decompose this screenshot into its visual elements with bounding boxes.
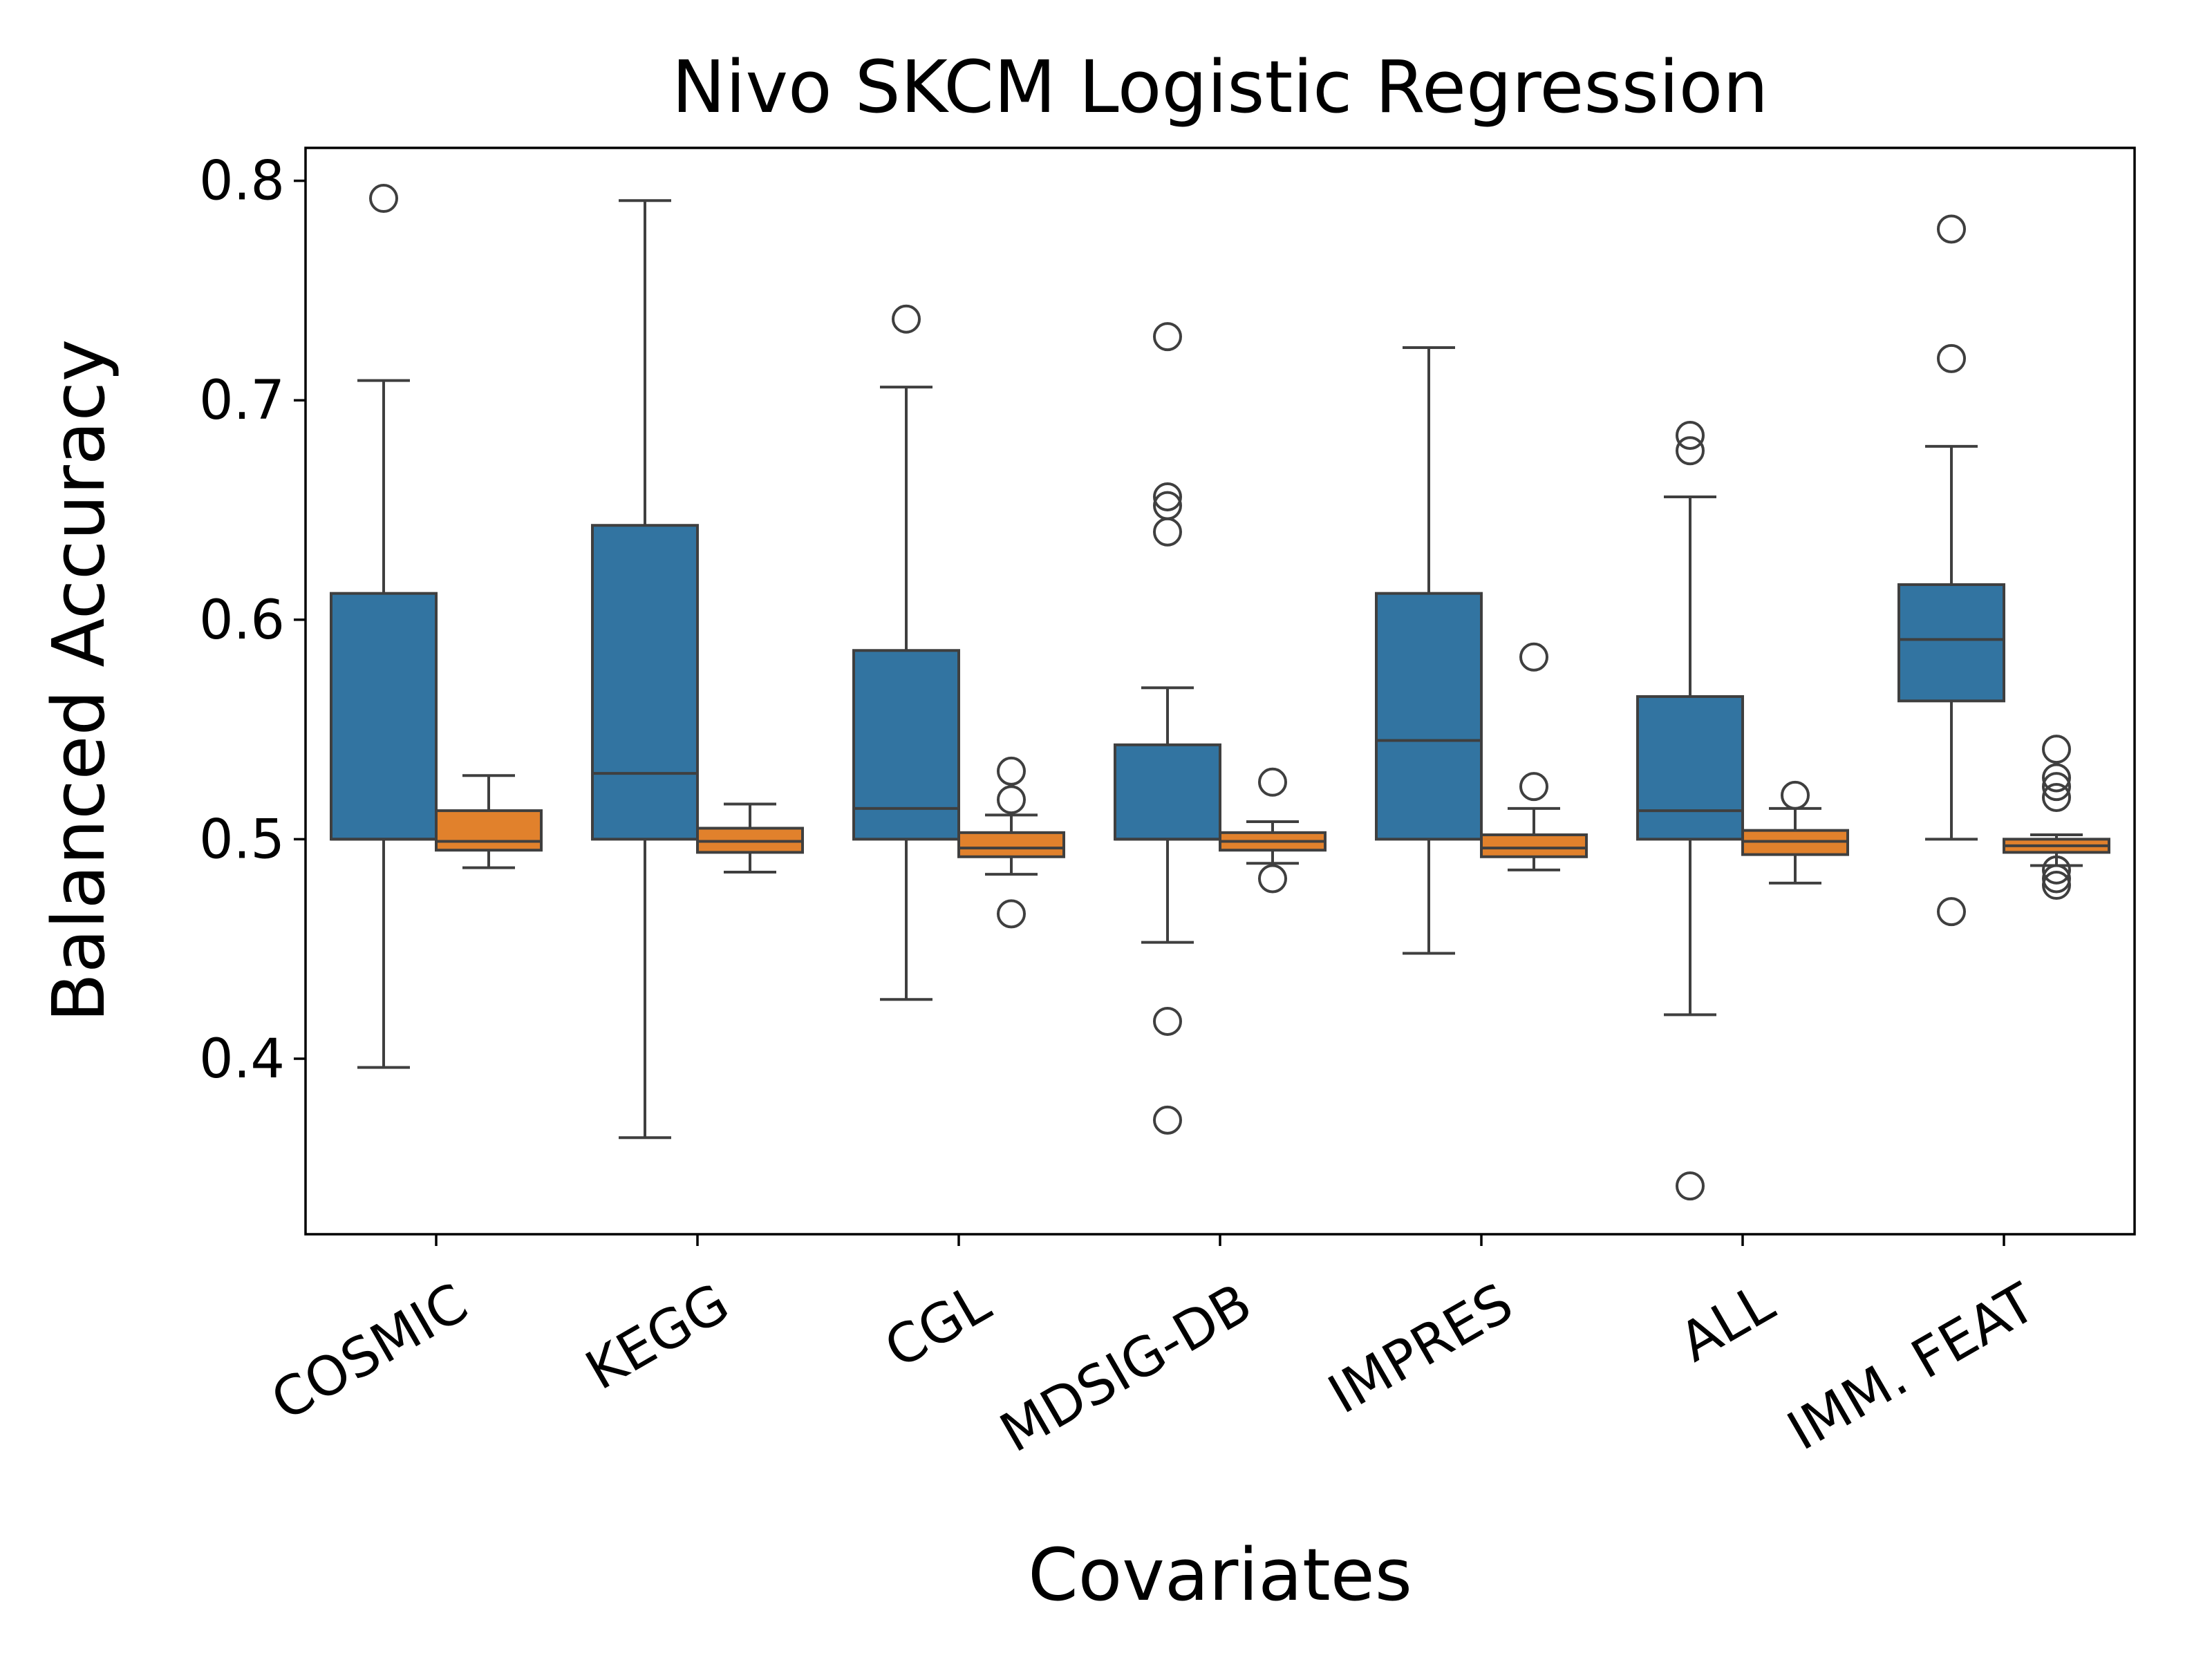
outlier-point (892, 304, 921, 334)
x-tick-label: IMPRES (1318, 1272, 1523, 1426)
box-0-6 (1897, 214, 2005, 927)
box-iqr (1480, 833, 1588, 858)
y-tick-label: 0.4 (199, 1028, 285, 1090)
outlier-point (1937, 214, 1966, 244)
boxes-layer (330, 184, 2110, 1201)
outlier-point (1153, 482, 1182, 511)
outlier-point (1258, 767, 1287, 797)
box-1-3 (1219, 767, 1327, 894)
x-tick-label: COSMIC (261, 1272, 478, 1433)
outlier-point (1258, 864, 1287, 894)
box-iqr (957, 831, 1065, 858)
outlier-point (1519, 772, 1548, 802)
box-iqr (1897, 583, 2005, 703)
box-0-2 (852, 304, 960, 1001)
y-tick-label: 0.8 (199, 151, 285, 213)
box-iqr (852, 649, 960, 841)
box-1-1 (696, 802, 804, 874)
box-iqr (1636, 695, 1744, 841)
box-1-0 (435, 774, 543, 869)
x-tick-label: ALL (1669, 1272, 1785, 1374)
outlier-point (2042, 871, 2071, 900)
box-iqr (330, 592, 438, 841)
outlier-point (997, 785, 1026, 815)
x-tick-label: KEGG (576, 1272, 740, 1403)
outlier-point (1676, 436, 1705, 466)
box-iqr (1114, 743, 1221, 841)
box-1-4 (1480, 642, 1588, 871)
outlier-point (2042, 864, 2071, 894)
box-iqr (1375, 592, 1483, 841)
x-axis-label: Covariates (1028, 1533, 1412, 1617)
box-iqr (591, 524, 699, 841)
box-0-5 (1636, 421, 1744, 1201)
box-0-1 (591, 199, 699, 1140)
y-tick-label: 0.5 (199, 809, 285, 871)
x-tick-label: CGL (875, 1272, 1002, 1380)
y-axis-label: Balanced Accuracy (37, 339, 121, 1023)
y-tick-label: 0.7 (199, 370, 285, 432)
outlier-point (2042, 735, 2071, 764)
box-0-4 (1375, 346, 1483, 955)
chart-title: Nivo SKCM Logistic Regression (672, 45, 1768, 129)
box-iqr (435, 809, 543, 852)
outlier-point (1153, 517, 1182, 547)
outlier-point (1153, 1006, 1182, 1036)
x-tick-label: IMM. FEAT (1777, 1272, 2045, 1462)
outlier-point (2042, 855, 2071, 885)
outlier-point (1676, 421, 1705, 451)
outlier-point (1937, 897, 1966, 927)
outlier-point (2042, 763, 2071, 793)
y-tick-label: 0.6 (199, 589, 285, 652)
outlier-point (2042, 783, 2071, 813)
box-0-3 (1114, 322, 1221, 1135)
outlier-point (1519, 642, 1548, 672)
outlier-point (1937, 343, 1966, 373)
x-tick-label: MDSIG-DB (991, 1272, 1262, 1465)
box-1-2 (957, 756, 1065, 929)
outlier-point (997, 899, 1026, 929)
outlier-point (369, 184, 398, 214)
outlier-point (1781, 780, 1810, 810)
outlier-point (1153, 322, 1182, 352)
outlier-point (1676, 1171, 1705, 1201)
outlier-point (997, 756, 1026, 786)
outlier-point (1153, 1105, 1182, 1135)
box-0-0 (330, 184, 438, 1069)
plot-frame (304, 147, 2136, 1236)
outlier-point (2042, 772, 2071, 802)
box-1-5 (1741, 780, 1849, 885)
box-1-6 (2003, 735, 2110, 900)
